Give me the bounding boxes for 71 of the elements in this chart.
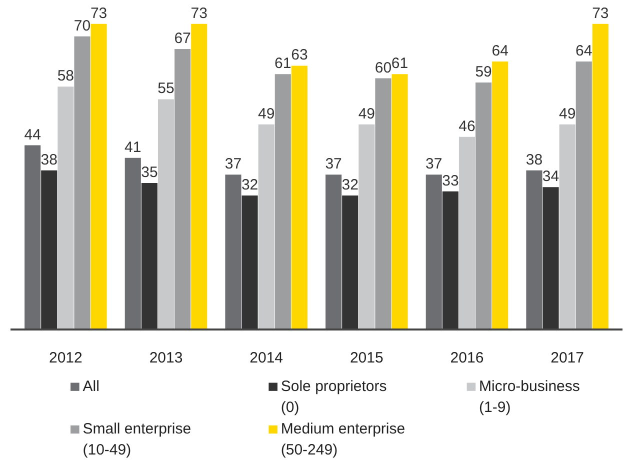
data-label: 60 — [374, 59, 392, 76]
bar — [442, 191, 458, 330]
data-label: 73 — [90, 4, 108, 22]
data-label: 49 — [358, 105, 376, 122]
bar — [492, 62, 508, 330]
data-label: 61 — [274, 55, 292, 72]
x-tick-label: 2016 — [450, 350, 484, 366]
x-tick-label: 2014 — [250, 350, 284, 366]
legend-label: Small enterprise (10-49) — [82, 420, 192, 459]
data-label: 35 — [141, 164, 158, 181]
data-label: 32 — [241, 176, 258, 194]
bar — [174, 48, 191, 330]
bar — [24, 145, 41, 330]
data-label: 37 — [426, 156, 442, 173]
bar — [392, 74, 408, 330]
data-label: 73 — [592, 4, 609, 22]
data-label: 32 — [342, 176, 358, 194]
data-label: 33 — [442, 172, 459, 190]
bar — [74, 36, 90, 330]
bar — [542, 187, 559, 330]
bar — [258, 124, 274, 330]
data-label: 44 — [24, 126, 41, 144]
bar — [242, 196, 258, 330]
bar — [375, 78, 392, 330]
x-tick-label: 2015 — [350, 350, 384, 366]
data-label: 63 — [291, 46, 308, 64]
data-label: 73 — [190, 4, 208, 22]
bar — [124, 158, 141, 330]
bar — [559, 124, 576, 330]
data-label: 70 — [74, 17, 91, 34]
bar — [191, 24, 208, 330]
bar — [225, 174, 242, 330]
bar — [274, 74, 291, 330]
bar — [576, 62, 592, 330]
data-label: 61 — [391, 55, 408, 72]
bar — [592, 24, 608, 330]
legend-label: Micro-business (1-9) — [479, 378, 580, 416]
bar — [58, 86, 74, 330]
bar — [342, 196, 358, 330]
data-label: 64 — [492, 42, 508, 60]
data-label: 38 — [526, 151, 543, 168]
bar — [41, 170, 58, 330]
bar — [141, 182, 158, 330]
bar — [158, 99, 174, 330]
data-label: 49 — [258, 105, 275, 122]
legend-label: Medium enterprise (50-249) — [280, 420, 406, 459]
data-label: 37 — [325, 156, 342, 173]
x-tick-label: 2017 — [550, 350, 584, 366]
bar — [326, 174, 342, 330]
data-label: 41 — [124, 138, 142, 156]
legend-label: Sole proprietors (0) — [280, 378, 387, 416]
data-label: 67 — [174, 30, 191, 47]
data-label: 59 — [475, 63, 492, 80]
bar — [90, 24, 107, 330]
bar — [458, 136, 476, 330]
bar — [526, 170, 542, 330]
data-label: 55 — [158, 80, 174, 98]
data-label: 58 — [57, 68, 74, 85]
bar — [476, 82, 492, 330]
data-label: 64 — [576, 42, 592, 60]
bar — [358, 124, 375, 330]
data-label: 34 — [542, 168, 560, 186]
legend-label: All — [82, 378, 100, 395]
data-label: 46 — [458, 118, 476, 135]
data-label: 37 — [224, 156, 242, 173]
data-label: 38 — [40, 151, 58, 168]
bar — [291, 66, 308, 330]
bar — [426, 174, 442, 330]
data-label: 49 — [558, 105, 576, 122]
x-tick-label: 2012 — [48, 350, 82, 366]
x-tick-label: 2013 — [149, 350, 183, 366]
